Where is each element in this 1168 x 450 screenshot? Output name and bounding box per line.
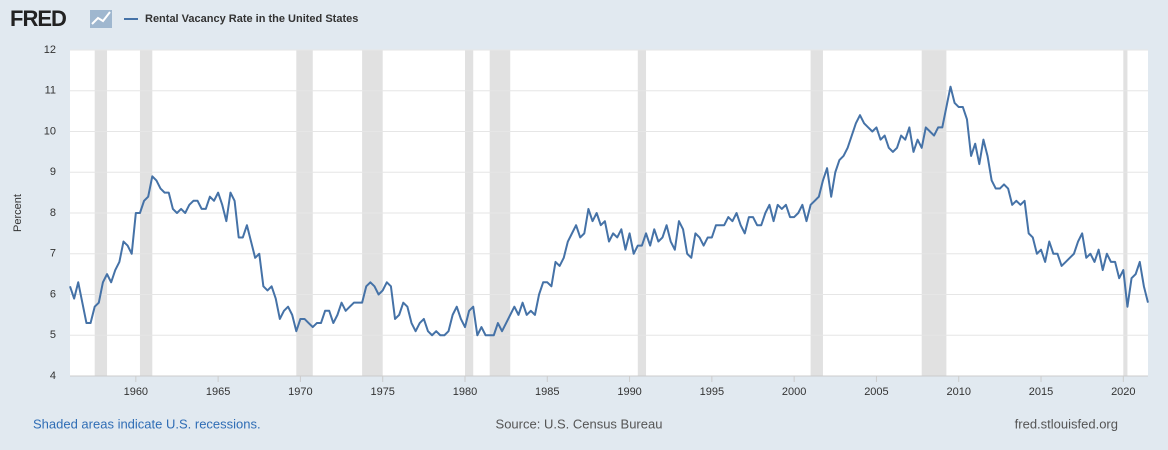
x-tick-label: 2020 <box>1111 386 1135 398</box>
x-tick-label: 2000 <box>782 386 806 398</box>
x-tick-label: 2010 <box>946 386 970 398</box>
y-tick-label: 5 <box>50 329 56 341</box>
x-tick-label: 1970 <box>288 386 312 398</box>
y-tick-label: 11 <box>45 85 56 97</box>
y-axis-label: Percent <box>12 194 24 232</box>
x-tick-label: 1965 <box>206 386 230 398</box>
x-tick-label: 2015 <box>1029 386 1053 398</box>
x-tick-label: 1990 <box>617 386 641 398</box>
x-tick-label: 1975 <box>370 386 394 398</box>
y-tick-label: 10 <box>44 125 56 137</box>
x-tick-label: 1980 <box>453 386 477 398</box>
y-tick-label: 6 <box>50 288 56 300</box>
y-tick-label: 8 <box>50 207 56 219</box>
footer-url: fred.stlouisfed.org <box>1015 416 1118 431</box>
data-line <box>69 85 1149 337</box>
logo-icon <box>90 10 112 28</box>
x-tick-label: 1960 <box>124 386 148 398</box>
footer-source: Source: U.S. Census Bureau <box>496 416 663 431</box>
legend-label: Rental Vacancy Rate in the United States <box>145 13 358 25</box>
x-tick-label: 2005 <box>864 386 888 398</box>
y-tick-label: 9 <box>50 166 56 178</box>
x-tick-label: 1995 <box>700 386 724 398</box>
y-tick-label: 12 <box>44 44 56 56</box>
y-tick-label: 7 <box>50 248 56 260</box>
footer-note: Shaded areas indicate U.S. recessions. <box>33 416 261 431</box>
logo: FRED <box>10 6 66 31</box>
x-tick-label: 1985 <box>535 386 559 398</box>
y-tick-label: 4 <box>50 370 56 382</box>
